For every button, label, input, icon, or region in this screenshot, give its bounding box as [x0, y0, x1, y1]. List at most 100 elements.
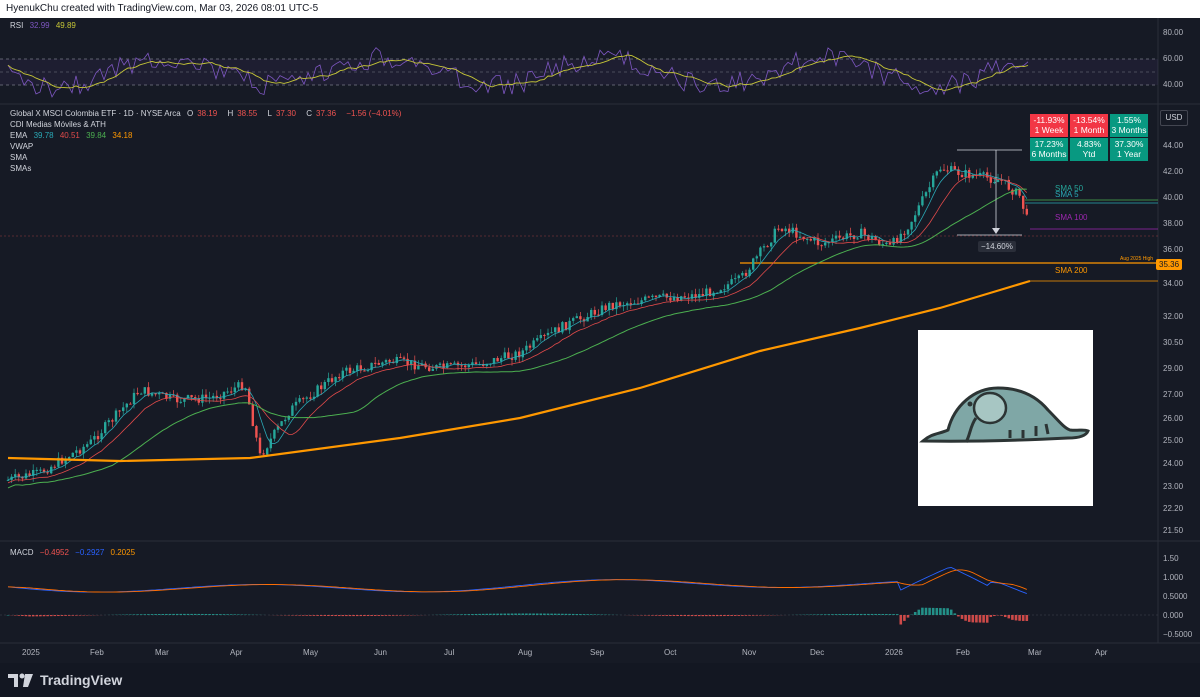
- macd-hist-bar: [589, 614, 593, 615]
- candle-body: [125, 403, 128, 408]
- macd-hist-bar: [1025, 615, 1029, 621]
- candle-body: [950, 166, 953, 172]
- candle-body: [550, 332, 553, 334]
- price-change: −1.56 (−4.01%): [346, 109, 402, 118]
- tradingview-logo[interactable]: TradingView: [8, 672, 122, 688]
- candle-body: [399, 356, 402, 358]
- macd-hist-bar: [888, 614, 892, 615]
- candle-body: [867, 234, 870, 240]
- macd-hist-bar: [651, 615, 654, 616]
- macd-hist-bar: [827, 614, 831, 615]
- candle-body: [798, 236, 802, 238]
- price-tick: 40.00: [1163, 193, 1184, 202]
- candle-body: [903, 233, 906, 235]
- rsi-ma-value: 49.89: [55, 21, 76, 30]
- macd-hist-bar: [708, 615, 712, 617]
- macd-hist-bar: [917, 609, 921, 615]
- macd-label: MACD: [10, 548, 34, 557]
- price-tick: 27.00: [1163, 390, 1184, 399]
- macd-legend[interactable]: MACD −0.4952 −0.2927 0.2025: [10, 548, 139, 557]
- macd-hist-bar: [852, 613, 856, 615]
- indicator-ema[interactable]: EMA 39.78 40.51 39.84 34.18: [10, 131, 133, 140]
- candle-body: [762, 246, 766, 248]
- macd-hist-bar: [136, 614, 139, 615]
- macd-hist-bar: [597, 614, 600, 615]
- sma5-label: SMA 5: [1055, 190, 1079, 199]
- candle-body: [554, 327, 557, 333]
- macd-hist-bar: [946, 608, 949, 615]
- macd-hist-bar: [661, 615, 665, 616]
- candle-body: [626, 303, 629, 306]
- candle-body: [240, 382, 244, 391]
- perf-1-month: -13.54% 1 Month: [1070, 114, 1108, 137]
- price-tick: 30.50: [1163, 338, 1184, 347]
- candle-body: [881, 244, 884, 246]
- candle-body: [564, 322, 568, 331]
- footer: TradingView: [0, 663, 1200, 697]
- macd-hist-bar: [402, 615, 406, 616]
- macd-hist-bar: [715, 615, 719, 617]
- price-tick: 34.00: [1163, 279, 1184, 288]
- candle-body: [870, 236, 874, 240]
- symbol-legend[interactable]: Global X MSCI Colombia ETF · 1D · NYSE A…: [10, 109, 405, 118]
- candle-body: [654, 295, 658, 297]
- candle-body: [150, 393, 154, 396]
- candle-body: [730, 279, 733, 285]
- tradingview-logo-icon: [8, 673, 33, 687]
- candle-body: [845, 233, 848, 239]
- macd-hist-bar: [741, 615, 744, 616]
- ema-fast-line: [7, 169, 1028, 481]
- macd-hist-bar: [35, 615, 39, 617]
- perf-1-week: -11.93% 1 Week: [1030, 114, 1068, 137]
- indicator-smas[interactable]: SMAs: [10, 164, 32, 173]
- macd-hist-bar: [701, 615, 705, 617]
- candle-body: [449, 363, 452, 365]
- candle-body: [993, 182, 996, 184]
- candle-body: [737, 275, 740, 279]
- candle-body: [572, 318, 575, 321]
- indicator-sma[interactable]: SMA: [10, 153, 28, 162]
- candle-body: [813, 237, 816, 241]
- candle-body: [820, 245, 823, 247]
- candle-body: [384, 360, 388, 363]
- candle-body: [287, 415, 290, 420]
- candle-body: [6, 479, 10, 481]
- chart-caption: HyenukChu created with TradingView.com, …: [0, 0, 1200, 18]
- candle-body: [500, 358, 503, 362]
- ema-mid-line: [7, 174, 1028, 484]
- currency-button[interactable]: USD: [1160, 110, 1188, 126]
- macd-hist-bar: [582, 614, 586, 615]
- macd-hist-bar: [924, 607, 928, 615]
- candle-body: [942, 169, 946, 171]
- macd-hist-bar: [906, 615, 910, 618]
- indicator-cdi[interactable]: CDI Medias Móviles & ATH: [10, 120, 106, 129]
- candle-body: [885, 242, 888, 245]
- rsi-legend: RSI 32.99 49.89: [10, 21, 80, 30]
- indicator-vwap[interactable]: VWAP: [10, 142, 34, 151]
- macd-hist-bar: [658, 615, 661, 616]
- perf-6-months: 17.23% 6 Months: [1030, 138, 1068, 161]
- candle-body: [446, 363, 449, 368]
- candle-body: [863, 228, 866, 235]
- macd-hist-bar: [859, 613, 863, 615]
- macd-hist-bar: [186, 613, 190, 615]
- macd-hist-bar: [989, 615, 993, 617]
- macd-hist-bar: [471, 614, 474, 615]
- candle-body: [996, 179, 1000, 183]
- macd-hist-bar: [550, 613, 553, 615]
- macd-hist-bar: [183, 613, 186, 615]
- candle-body: [809, 239, 812, 241]
- macd-tick-1: 1.50: [1163, 554, 1179, 563]
- candle-body: [86, 444, 89, 447]
- candle-body: [694, 294, 697, 298]
- candle-body: [525, 345, 528, 351]
- candle-body: [377, 363, 380, 365]
- candle-body: [788, 228, 791, 233]
- candle-body: [204, 394, 208, 399]
- macd-hist-bar: [726, 615, 730, 617]
- candle-body: [824, 242, 827, 246]
- candle-body: [888, 242, 892, 245]
- candle-body: [57, 457, 60, 467]
- chart-canvas[interactable]: [0, 18, 1200, 663]
- candle-body: [352, 370, 355, 374]
